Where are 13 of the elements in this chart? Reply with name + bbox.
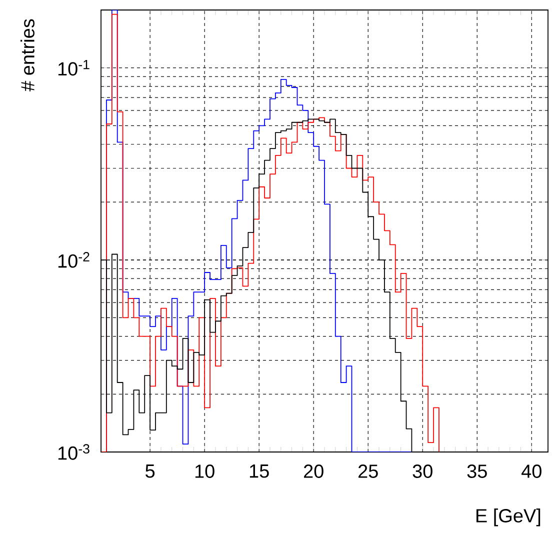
x-tick-label: 30 xyxy=(412,464,432,478)
x-tick-label: 20 xyxy=(304,464,324,478)
y-tick-label: 10$^{-3}$ xyxy=(58,444,90,460)
x-axis-title: E [GeV] xyxy=(476,508,540,526)
y-tick-label: 10$^{-2}$ xyxy=(58,252,90,268)
x-tick-label: 15 xyxy=(250,464,269,478)
x-tick-label: 35 xyxy=(467,464,487,478)
y-tick-label: 10$^{-1}$ xyxy=(58,60,90,76)
x-tick-label: 10 xyxy=(195,464,214,478)
x-tick-label: 25 xyxy=(358,464,378,478)
x-tick-label: 40 xyxy=(522,464,542,478)
x-tick-label: 5 xyxy=(146,464,155,478)
y-axis-title: # entries xyxy=(20,19,34,92)
